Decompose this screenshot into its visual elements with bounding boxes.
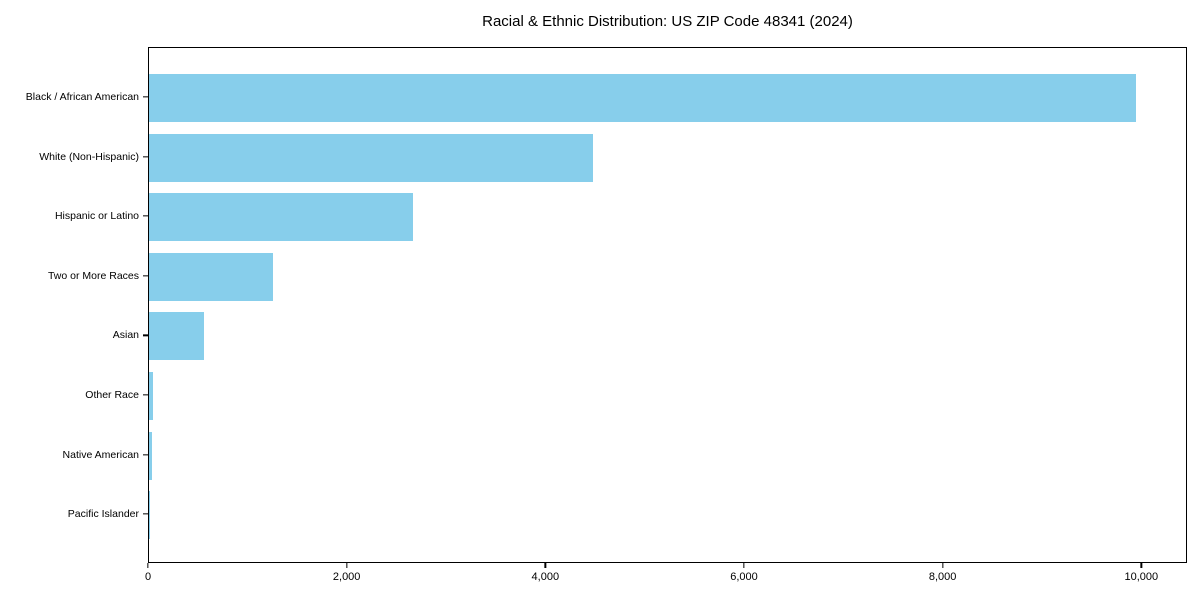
x-tick-mark [544, 563, 546, 568]
y-tick-mark [143, 96, 148, 98]
bar [149, 74, 1137, 122]
x-tick-mark [941, 563, 944, 568]
x-tick-label: 10,000 [1124, 571, 1159, 583]
y-tick-mark [143, 275, 148, 277]
x-tick-mark [147, 563, 149, 568]
bar [149, 252, 274, 301]
x-tick-label: 8,000 [928, 571, 957, 583]
y-tick-mark [143, 513, 148, 515]
bar [149, 431, 153, 480]
y-tick-mark [143, 334, 148, 337]
bar [149, 193, 414, 242]
x-tick-label: 6,000 [730, 571, 758, 583]
x-tick-mark [1140, 563, 1142, 568]
plot-area [148, 47, 1187, 563]
bar [149, 312, 204, 361]
chart-title: Racial & Ethnic Distribution: US ZIP Cod… [482, 13, 853, 30]
y-tick-mark [143, 394, 148, 396]
bar [149, 133, 593, 182]
y-tick-label: Other Race [85, 389, 139, 401]
y-tick-label: Hispanic or Latino [54, 210, 139, 223]
y-tick-mark [143, 155, 148, 158]
y-tick-label: Pacific Islander [67, 508, 139, 521]
y-tick-label: Two or More Races [47, 269, 139, 282]
y-tick-label: Native American [62, 448, 139, 461]
bar [149, 372, 153, 420]
x-tick-label: 0 [144, 571, 152, 583]
y-tick-label: Black / African American [25, 91, 139, 103]
y-tick-mark [143, 215, 148, 217]
y-tick-label: White (Non-Hispanic) [39, 150, 139, 163]
x-tick-label: 4,000 [531, 571, 560, 583]
y-tick-label: Asian [112, 329, 139, 342]
x-tick-label: 2,000 [332, 571, 361, 583]
x-tick-mark [743, 563, 745, 568]
x-tick-mark [346, 563, 348, 568]
y-tick-mark [143, 453, 148, 456]
